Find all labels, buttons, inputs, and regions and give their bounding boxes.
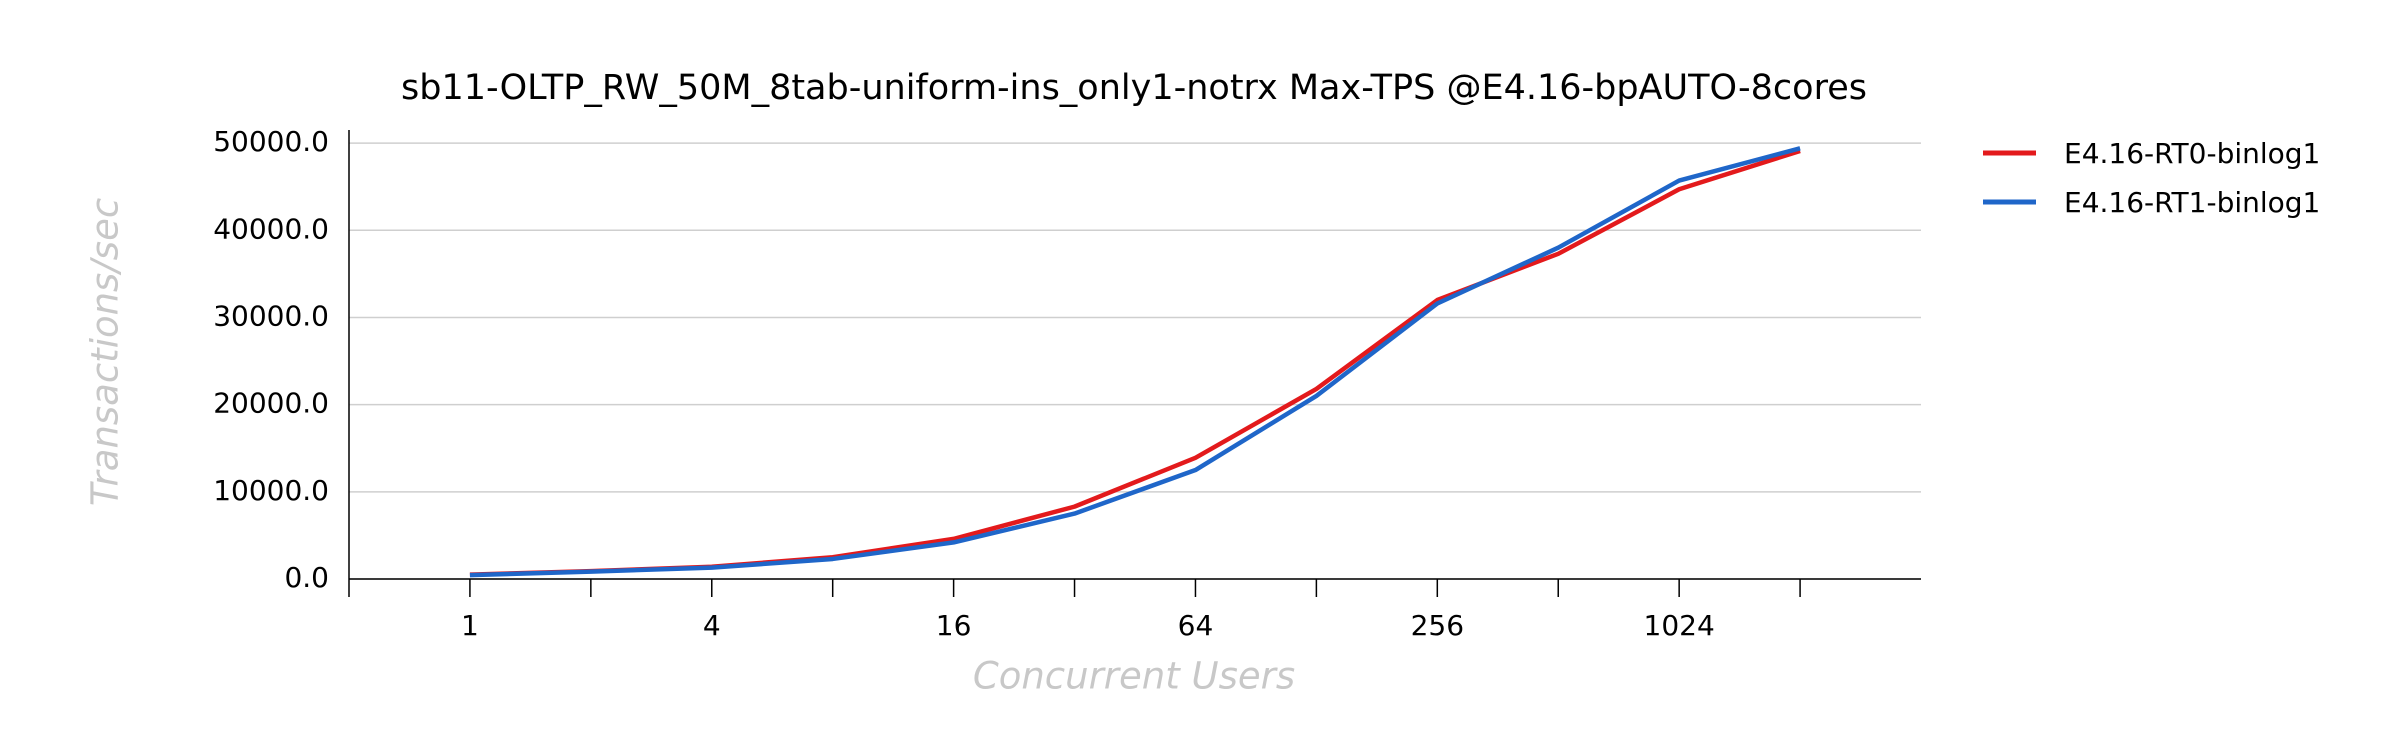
x-tick-label: 64 [1178,609,1214,642]
y-axis-label: Transactions/sec [84,198,127,506]
y-tick-label: 30000.0 [213,299,329,332]
x-tick-label: 4 [703,609,721,642]
series-line [469,146,1801,578]
series-line [469,148,1801,577]
y-tick-label: 0.0 [284,561,329,594]
legend-label: E4.16-RT1-binlog1 [2064,186,2320,219]
x-tick-label: 1024 [1644,609,1715,642]
y-tick-label: 20000.0 [213,387,329,420]
x-tick-label: 256 [1411,609,1464,642]
x-axis-label: Concurrent Users [973,655,1295,698]
y-tick-label: 40000.0 [213,212,329,245]
chart-title: sb11-OLTP_RW_50M_8tab-uniform-ins_only1-… [401,68,1867,108]
y-tick-label: 10000.0 [213,474,329,507]
y-tick-label: 50000.0 [213,125,329,158]
x-tick-label: 1 [461,609,479,642]
legend-label: E4.16-RT0-binlog1 [2064,137,2320,170]
x-tick-label: 16 [936,609,972,642]
